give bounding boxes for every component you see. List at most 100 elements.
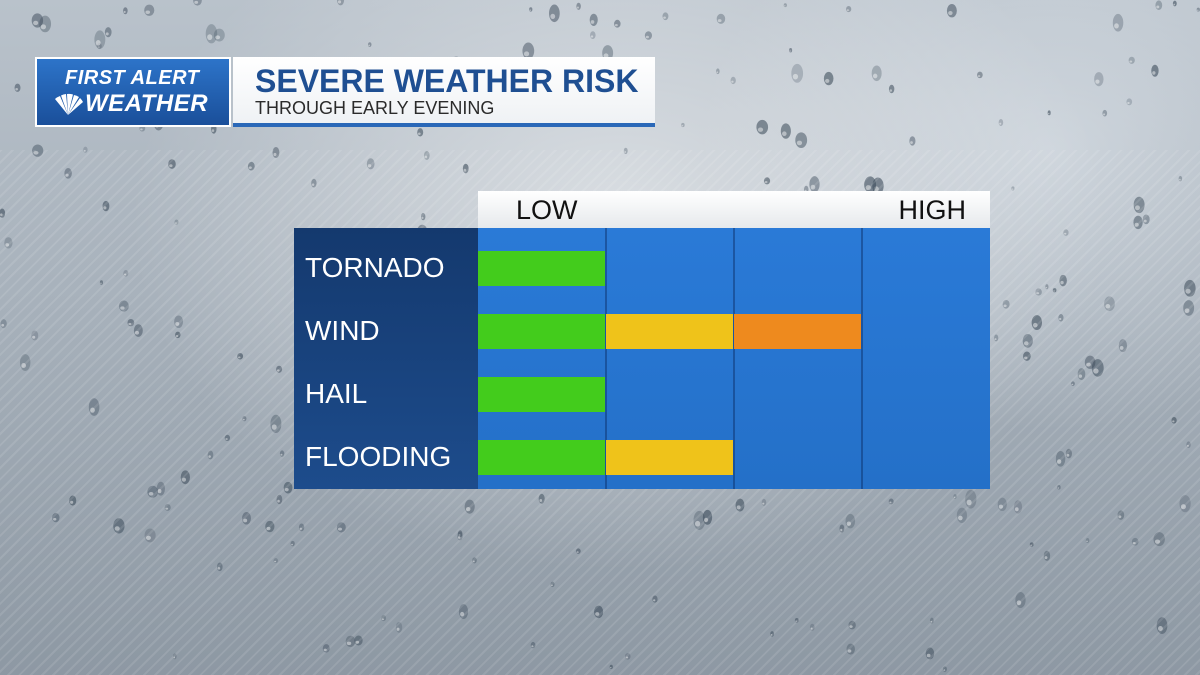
raindrop xyxy=(127,318,135,327)
raindrop xyxy=(909,136,916,146)
raindrop xyxy=(1131,537,1139,546)
raindrop-highlight xyxy=(145,10,151,14)
raindrop xyxy=(965,489,977,509)
raindrop xyxy=(354,635,363,646)
raindrop xyxy=(1126,98,1133,106)
raindrop xyxy=(1184,279,1196,297)
raindrop xyxy=(213,28,225,42)
risk-bar-segment xyxy=(478,313,605,349)
grid-column-line xyxy=(605,228,607,489)
raindrop-highlight xyxy=(194,0,199,4)
raindrop-highlight xyxy=(1114,23,1119,29)
raindrop xyxy=(530,641,536,649)
raindrop xyxy=(216,562,223,572)
raindrop-highlight xyxy=(551,584,553,587)
raindrop-highlight xyxy=(175,335,179,337)
raindrop-highlight xyxy=(1135,205,1140,211)
raindrop xyxy=(1015,591,1026,609)
raindrop xyxy=(789,48,793,53)
raindrop xyxy=(839,524,845,533)
raindrop-highlight xyxy=(764,181,768,184)
raindrop-highlight xyxy=(1064,232,1067,235)
raindrop xyxy=(290,540,295,547)
raindrop xyxy=(97,43,102,50)
raindrop xyxy=(1183,300,1195,316)
raindrop-highlight xyxy=(889,89,893,92)
raindrop-highlight xyxy=(465,507,471,512)
raindrop-highlight xyxy=(1197,9,1199,11)
raindrop-highlight xyxy=(825,78,830,83)
raindrop-highlight xyxy=(120,306,125,310)
raindrop xyxy=(174,315,184,329)
raindrop xyxy=(1112,13,1124,32)
raindrop-highlight xyxy=(21,362,26,369)
raindrop xyxy=(4,237,13,249)
raindrop-highlight xyxy=(271,424,277,430)
raindrop xyxy=(1045,284,1049,290)
raindrop-highlight xyxy=(1134,222,1139,227)
raindrop xyxy=(1058,313,1064,322)
raindrop-highlight xyxy=(1078,374,1083,378)
raindrop-highlight xyxy=(625,656,629,659)
raindrop xyxy=(929,617,934,624)
raindrop-highlight xyxy=(97,46,100,49)
raindrop-highlight xyxy=(1036,292,1040,295)
raindrop-highlight xyxy=(1179,178,1181,181)
raindrop-highlight xyxy=(169,164,173,168)
raindrop xyxy=(1094,72,1104,87)
raindrop xyxy=(207,450,214,460)
raindrop-highlight xyxy=(381,618,385,621)
raindrop xyxy=(420,212,426,221)
raindrop xyxy=(730,76,736,85)
raindrop-highlight xyxy=(83,149,86,152)
raindrop-highlight xyxy=(1066,453,1070,457)
raindrop xyxy=(1133,215,1143,230)
raindrop-highlight xyxy=(424,155,428,159)
raindrop-highlight xyxy=(173,656,176,659)
raindrop-highlight xyxy=(1011,188,1014,190)
raindrop-highlight xyxy=(1127,101,1130,105)
raindrop-highlight xyxy=(1129,60,1133,63)
raindrop-highlight xyxy=(367,164,372,168)
category-label-column: TORNADO WIND HAIL FLOODING xyxy=(294,228,478,489)
raindrop-highlight xyxy=(396,627,400,631)
raindrop-highlight xyxy=(590,20,595,24)
raindrop xyxy=(270,414,282,434)
raindrop-highlight xyxy=(943,669,946,671)
raindrop xyxy=(0,319,7,329)
raindrop xyxy=(123,269,129,277)
raindrop xyxy=(1047,110,1051,116)
risk-bar-segment xyxy=(478,250,605,286)
raindrop xyxy=(69,495,77,506)
raindrop xyxy=(1023,351,1031,361)
raindrop-highlight xyxy=(355,640,360,644)
raindrop xyxy=(575,548,581,554)
raindrop-highlight xyxy=(299,527,302,530)
raindrop xyxy=(946,4,957,18)
category-label: HAIL xyxy=(305,378,368,409)
raindrop xyxy=(956,507,967,524)
raindrop-highlight xyxy=(460,611,465,617)
raindrop xyxy=(1057,484,1061,490)
raindrop-highlight xyxy=(847,649,852,653)
raindrop-highlight xyxy=(953,496,956,499)
raindrop xyxy=(1091,359,1104,377)
raindrop-highlight xyxy=(458,533,461,537)
raindrop-highlight xyxy=(523,51,530,57)
raindrop-highlight xyxy=(33,20,39,26)
raindrop xyxy=(1128,56,1135,64)
raindrop xyxy=(888,84,895,94)
raindrop-highlight xyxy=(784,5,786,7)
raindrop-highlight xyxy=(284,487,289,492)
raindrop-highlight xyxy=(277,499,280,503)
raindrop-highlight xyxy=(1185,288,1191,294)
raindrop-highlight xyxy=(273,152,277,157)
raindrop-highlight xyxy=(926,653,931,658)
raindrop xyxy=(276,365,283,373)
raindrop xyxy=(756,119,769,135)
raindrop-highlight xyxy=(1053,290,1055,292)
raindrop xyxy=(366,158,375,170)
raindrop-highlight xyxy=(1143,219,1147,223)
raindrop xyxy=(652,595,658,603)
raindrop-highlight xyxy=(1093,368,1099,374)
